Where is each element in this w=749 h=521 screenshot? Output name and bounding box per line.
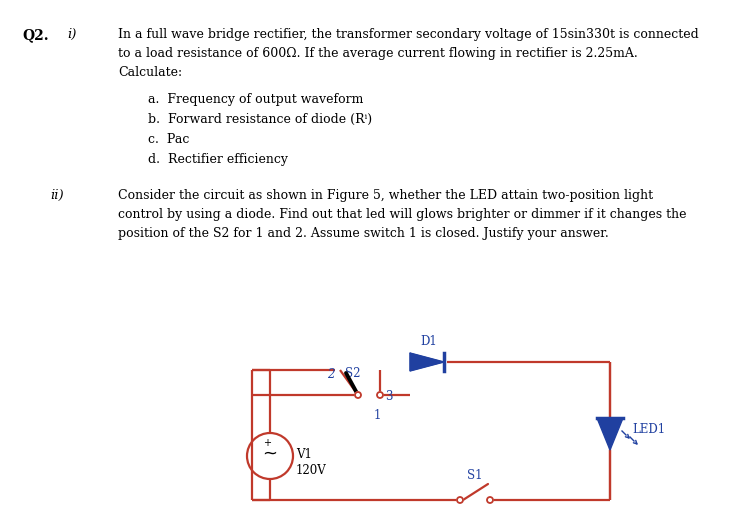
- Text: to a load resistance of 600Ω. If the average current flowing in rectifier is 2.2: to a load resistance of 600Ω. If the ave…: [118, 47, 637, 60]
- Polygon shape: [410, 353, 444, 371]
- Circle shape: [457, 497, 463, 503]
- Text: V1: V1: [296, 448, 312, 461]
- Circle shape: [355, 392, 361, 398]
- Text: LED1: LED1: [632, 423, 665, 436]
- Text: ii): ii): [50, 189, 64, 202]
- Text: Consider the circuit as shown in Figure 5, whether the LED attain two-position l: Consider the circuit as shown in Figure …: [118, 189, 653, 202]
- Text: a.  Frequency of output waveform: a. Frequency of output waveform: [148, 93, 363, 106]
- Circle shape: [377, 392, 383, 398]
- Text: control by using a diode. Find out that led will glows brighter or dimmer if it : control by using a diode. Find out that …: [118, 208, 687, 221]
- Text: +: +: [263, 438, 271, 448]
- Text: ~: ~: [262, 445, 277, 463]
- Text: 1: 1: [373, 409, 380, 422]
- Text: Q2.: Q2.: [22, 28, 49, 42]
- Text: position of the S2 for 1 and 2. Assume switch 1 is closed. Justify your answer.: position of the S2 for 1 and 2. Assume s…: [118, 227, 609, 240]
- Text: 120V: 120V: [296, 464, 327, 477]
- Circle shape: [487, 497, 493, 503]
- Text: In a full wave bridge rectifier, the transformer secondary voltage of 15sin330t : In a full wave bridge rectifier, the tra…: [118, 28, 699, 41]
- Text: D1: D1: [420, 335, 437, 348]
- Text: Calculate:: Calculate:: [118, 66, 182, 79]
- Polygon shape: [597, 418, 623, 450]
- Text: 2: 2: [327, 368, 335, 381]
- Text: d.  Rectifier efficiency: d. Rectifier efficiency: [148, 153, 288, 166]
- Text: b.  Forward resistance of diode (Rⁱ): b. Forward resistance of diode (Rⁱ): [148, 113, 372, 126]
- Text: i): i): [67, 28, 76, 41]
- Text: c.  Pac: c. Pac: [148, 133, 189, 146]
- Text: 3: 3: [385, 390, 392, 403]
- Text: S1: S1: [467, 469, 483, 482]
- Text: S2: S2: [345, 367, 360, 380]
